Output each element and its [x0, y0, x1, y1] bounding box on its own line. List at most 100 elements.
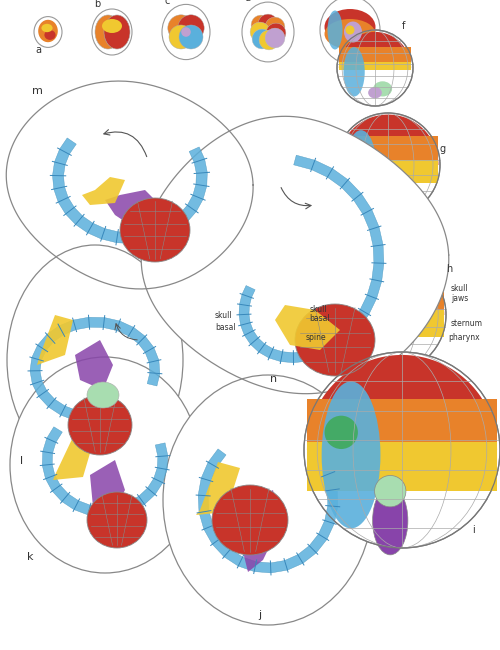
Ellipse shape	[42, 24, 52, 32]
Text: jaws: jaws	[450, 294, 468, 304]
Ellipse shape	[342, 294, 362, 315]
Polygon shape	[42, 427, 168, 517]
Circle shape	[304, 352, 500, 548]
Ellipse shape	[324, 19, 376, 49]
Ellipse shape	[34, 17, 62, 47]
Text: k: k	[27, 552, 34, 562]
Text: skull: skull	[215, 311, 232, 320]
Ellipse shape	[163, 375, 373, 625]
Polygon shape	[332, 310, 444, 337]
Ellipse shape	[87, 492, 147, 548]
Text: spine: spine	[306, 333, 326, 341]
Text: m: m	[32, 86, 43, 96]
Circle shape	[336, 113, 440, 217]
Ellipse shape	[346, 25, 354, 34]
Ellipse shape	[242, 2, 294, 62]
Polygon shape	[332, 283, 444, 310]
Ellipse shape	[250, 22, 270, 42]
Ellipse shape	[169, 25, 193, 49]
Polygon shape	[338, 160, 438, 183]
Ellipse shape	[266, 23, 286, 43]
Ellipse shape	[340, 276, 375, 359]
Ellipse shape	[168, 15, 194, 41]
Ellipse shape	[324, 9, 376, 45]
Polygon shape	[198, 449, 338, 573]
Ellipse shape	[179, 25, 203, 49]
Ellipse shape	[212, 485, 288, 555]
Ellipse shape	[104, 15, 130, 49]
Ellipse shape	[92, 9, 132, 55]
Ellipse shape	[251, 15, 271, 35]
Ellipse shape	[265, 28, 285, 48]
Text: pharynx: pharynx	[448, 333, 480, 341]
Text: b: b	[94, 0, 100, 9]
Polygon shape	[307, 442, 497, 491]
Text: i: i	[472, 525, 476, 536]
Ellipse shape	[68, 395, 132, 455]
Ellipse shape	[372, 486, 408, 555]
Polygon shape	[196, 462, 240, 515]
Ellipse shape	[346, 130, 376, 205]
Ellipse shape	[259, 30, 279, 50]
Text: skull: skull	[450, 285, 468, 293]
Polygon shape	[307, 399, 497, 442]
Polygon shape	[37, 315, 73, 365]
Text: n: n	[270, 374, 277, 384]
Text: d: d	[244, 0, 250, 3]
Ellipse shape	[370, 337, 392, 377]
Polygon shape	[82, 177, 125, 205]
Text: sternum: sternum	[450, 319, 482, 328]
Polygon shape	[141, 116, 449, 394]
Ellipse shape	[328, 10, 342, 49]
Circle shape	[371, 330, 391, 349]
Ellipse shape	[373, 81, 392, 96]
Polygon shape	[339, 62, 411, 70]
Polygon shape	[339, 47, 411, 62]
Ellipse shape	[380, 193, 396, 212]
Ellipse shape	[344, 21, 362, 42]
Circle shape	[374, 476, 406, 507]
Polygon shape	[105, 190, 160, 225]
Ellipse shape	[38, 20, 58, 42]
Polygon shape	[275, 305, 340, 350]
Polygon shape	[339, 32, 411, 68]
Polygon shape	[52, 138, 208, 244]
Polygon shape	[53, 437, 93, 480]
Circle shape	[330, 257, 446, 373]
Text: basal: basal	[215, 322, 236, 332]
Polygon shape	[338, 114, 438, 165]
Polygon shape	[6, 81, 253, 289]
Ellipse shape	[295, 304, 375, 376]
Ellipse shape	[95, 15, 121, 49]
Ellipse shape	[265, 17, 285, 37]
Text: c: c	[164, 0, 170, 6]
Text: h: h	[446, 264, 452, 274]
Ellipse shape	[10, 357, 200, 573]
Ellipse shape	[87, 382, 119, 408]
Ellipse shape	[322, 382, 380, 528]
Ellipse shape	[344, 47, 364, 96]
Polygon shape	[90, 460, 125, 517]
Polygon shape	[307, 355, 497, 450]
Polygon shape	[30, 317, 160, 421]
Circle shape	[337, 30, 413, 106]
Ellipse shape	[162, 5, 210, 60]
Ellipse shape	[120, 198, 190, 262]
Ellipse shape	[368, 87, 382, 98]
Polygon shape	[338, 136, 438, 160]
Text: skull: skull	[310, 305, 328, 314]
Text: l: l	[20, 456, 24, 466]
Text: basal: basal	[310, 314, 330, 323]
Ellipse shape	[7, 245, 183, 475]
Polygon shape	[332, 259, 444, 315]
Ellipse shape	[252, 29, 272, 49]
Ellipse shape	[178, 15, 204, 41]
Text: a: a	[36, 46, 42, 55]
Text: f: f	[402, 21, 405, 31]
Polygon shape	[239, 155, 384, 363]
Polygon shape	[75, 340, 113, 390]
Polygon shape	[240, 490, 280, 572]
Ellipse shape	[324, 416, 358, 449]
Text: j: j	[258, 610, 261, 620]
Ellipse shape	[181, 27, 191, 37]
